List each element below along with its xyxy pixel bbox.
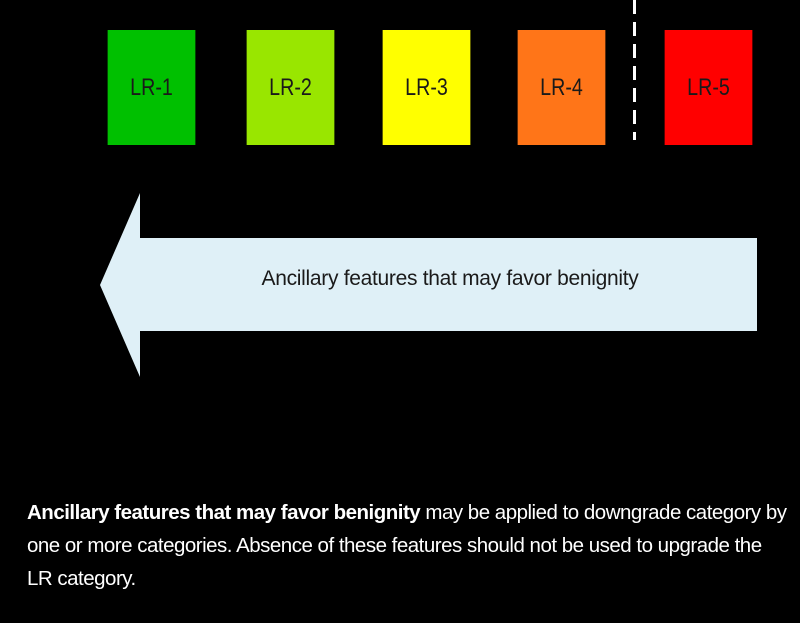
category-label-lr-5: LR-5: [687, 73, 730, 101]
category-label-lr-4: LR-4: [540, 73, 583, 101]
arrow-label: Ancillary features that may favor benign…: [261, 267, 639, 290]
category-label-lr-1: LR-1: [130, 73, 173, 101]
caption-text: Ancillary features that may favor benign…: [27, 497, 787, 595]
category-label-lr-2: LR-2: [269, 73, 312, 101]
dashed-divider-line: [633, 0, 636, 140]
caption-bold-term: Ancillary features that may favor benign…: [27, 501, 421, 524]
category-box-lr-1: LR-1: [107, 30, 196, 145]
category-label-lr-3: LR-3: [405, 73, 448, 101]
category-box-lr-2: LR-2: [246, 30, 335, 145]
caption-rest: may be applied to downgrade category by …: [27, 501, 787, 590]
category-box-lr-5: LR-5: [664, 30, 753, 145]
category-box-lr-4: LR-4: [517, 30, 606, 145]
category-box-lr-3: LR-3: [382, 30, 471, 145]
left-arrow-shape: [100, 193, 757, 377]
